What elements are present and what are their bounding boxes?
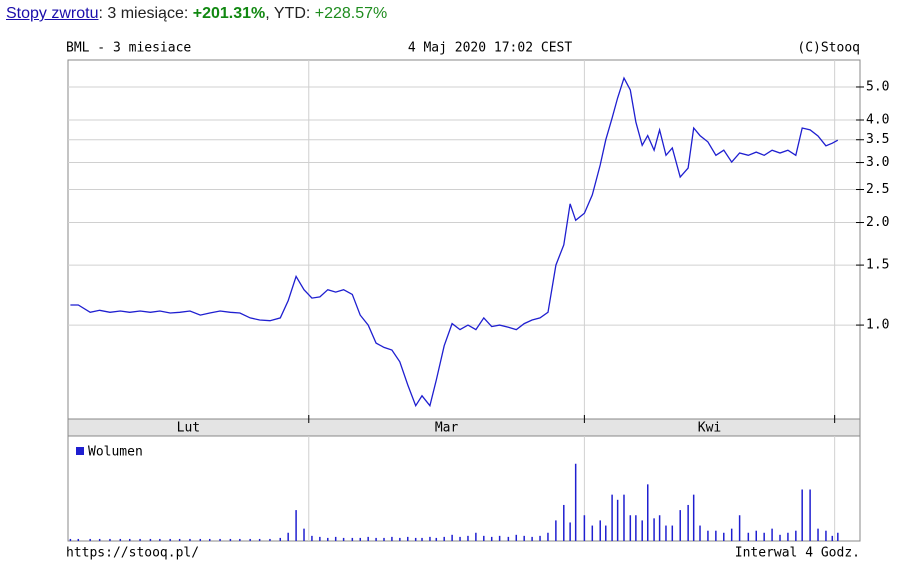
interval: Interwal 4 Godz. (735, 546, 860, 561)
returns-line: Stopy zwrotu: 3 miesiące: +201.31%, YTD:… (6, 5, 387, 23)
y-tick-label: 4.0 (866, 112, 889, 127)
y-tick-label: 1.0 (866, 318, 889, 333)
price-line (70, 76, 839, 408)
source: https://stooq.pl/ (66, 546, 199, 561)
legend-swatch (76, 447, 84, 455)
chart-title: BML - 3 miesiace (66, 41, 191, 56)
y-tick-label: 1.5 (866, 258, 889, 273)
y-tick-label: 3.5 (866, 132, 889, 147)
credit: (C)Stooq (797, 41, 860, 56)
x-category-label: Kwi (698, 421, 721, 436)
returns-link[interactable]: Stopy zwrotu (6, 5, 99, 22)
x-category-label: Lut (177, 421, 200, 436)
return-ytd: +228.57% (314, 5, 388, 22)
plot-frame (67, 59, 861, 420)
y-tick-label: 2.5 (866, 182, 889, 197)
legend-label: Wolumen (88, 445, 143, 460)
return-3m: +201.31% (192, 5, 266, 22)
x-category-label: Mar (435, 421, 459, 436)
label: , YTD: (265, 5, 315, 22)
volume-frame (67, 435, 861, 542)
y-tick-label: 5.0 (866, 79, 889, 94)
label: : 3 miesiące: (98, 5, 193, 22)
y-tick-label: 2.0 (866, 215, 889, 230)
chart-subtitle: 4 Maj 2020 17:02 CEST (408, 41, 573, 56)
y-tick-label: 3.0 (866, 155, 889, 170)
